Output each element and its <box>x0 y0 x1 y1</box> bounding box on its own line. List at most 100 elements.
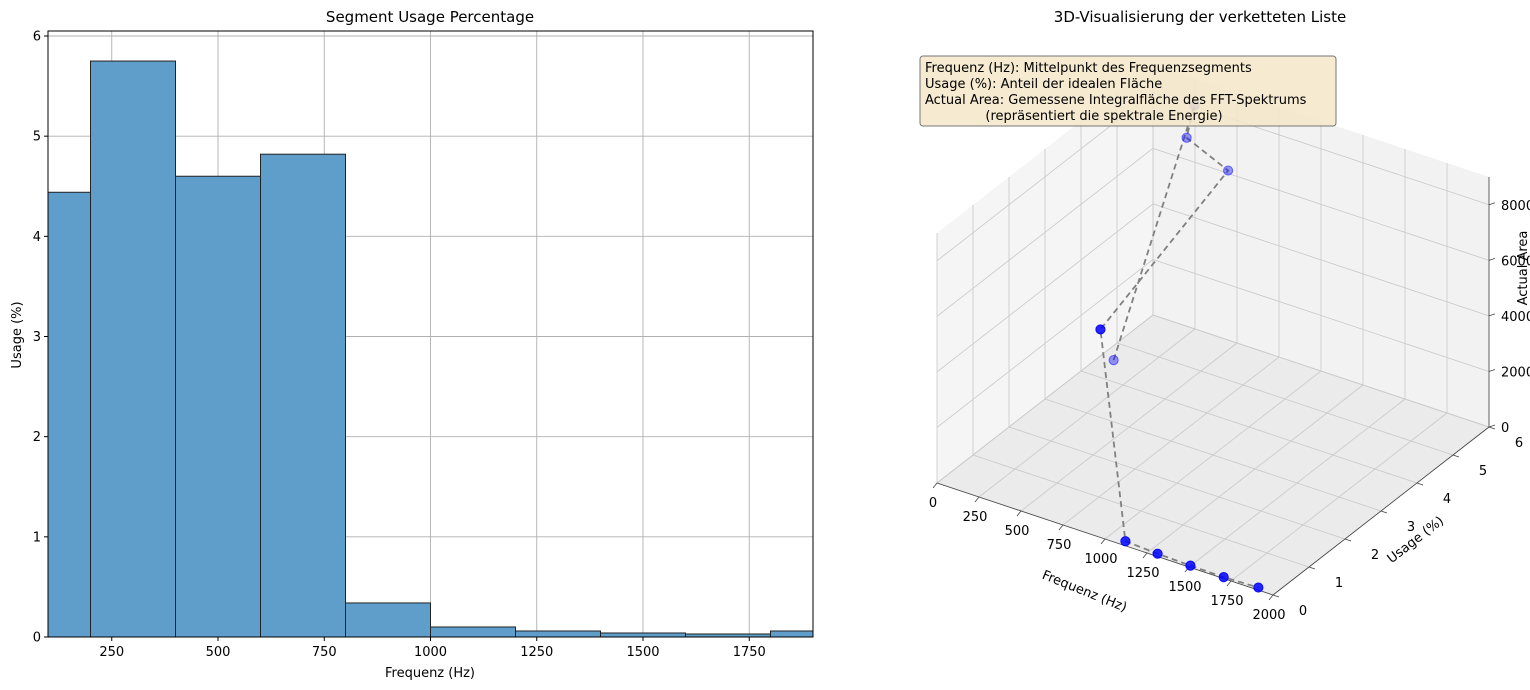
bar <box>260 153 346 637</box>
z-tick-label: 40000 <box>1501 310 1530 325</box>
z-tick <box>1488 369 1496 372</box>
x-tick-label: 1750 <box>1210 594 1243 609</box>
annotation-line: Usage (%): Anteil der idealen Fläche <box>925 77 1162 92</box>
x-tick <box>1268 594 1274 601</box>
x-tick <box>1100 538 1106 545</box>
y-tick-label: 4 <box>33 230 41 245</box>
data-point <box>1152 548 1163 559</box>
y-tick <box>1488 426 1496 430</box>
scatter3d-chart: 3D-Visualisierung der verketteten Liste … <box>919 8 1530 623</box>
histogram-chart: Segment Usage Percentage 250 500 750 1000 12… <box>10 8 814 681</box>
bar <box>175 175 261 637</box>
z-tick-label: 80000 <box>1501 199 1530 214</box>
y-tick-label: 3 <box>33 330 41 345</box>
annotation-line: Actual Area: Gemessene Integralfläche de… <box>925 93 1307 108</box>
grid-line <box>1152 259 1490 372</box>
y-tick <box>1272 594 1280 598</box>
annotation-box: Frequenz (Hz): Mittelpunkt des Frequenzs… <box>919 55 1337 127</box>
y-ticks: 0 1 2 3 4 5 6 <box>33 30 48 646</box>
data-point <box>1223 165 1234 176</box>
x-axis-label: Frequenz (Hz) <box>385 666 475 681</box>
x-tick <box>1016 510 1022 517</box>
data-point <box>1218 572 1229 583</box>
y-tick-label: 6 <box>33 30 41 45</box>
y-tick-label: 2 <box>33 430 41 445</box>
y-tick-label: 5 <box>33 130 41 145</box>
grid-line <box>972 454 1310 568</box>
y-tick-label: 0 <box>1299 604 1307 619</box>
chart-title: Segment Usage Percentage <box>326 8 534 26</box>
grid-line <box>1152 203 1490 317</box>
y-tick-label: 5 <box>1479 464 1487 479</box>
grid-line <box>936 203 1154 373</box>
y-tick-label: 3 <box>1407 520 1415 535</box>
y-axis-label: Usage (%) <box>1385 514 1447 567</box>
bar <box>345 602 431 637</box>
data-point <box>1108 355 1119 366</box>
grid-line <box>1080 370 1418 484</box>
z-tick <box>1488 424 1496 428</box>
x-axis-label: Frequenz (Hz) <box>1040 568 1129 616</box>
z-tick <box>1488 202 1496 206</box>
y-tick-label: 1 <box>33 530 41 545</box>
grid <box>936 65 1490 596</box>
data-point <box>1095 324 1106 335</box>
grid-line <box>1116 342 1454 456</box>
bar <box>600 632 686 637</box>
annotation-background <box>919 55 1337 127</box>
data-point <box>1185 560 1196 571</box>
x-tick <box>1142 552 1148 559</box>
x-tick-label: 500 <box>1005 524 1030 539</box>
y-tick-label: 2 <box>1371 548 1379 563</box>
chart-title: 3D-Visualisierung der verketteten Liste <box>1054 8 1346 26</box>
x-tick-label: 0 <box>929 496 937 511</box>
bar <box>770 630 813 637</box>
x-tick <box>974 496 980 503</box>
x-tick-label: 750 <box>1047 538 1072 553</box>
bars <box>48 60 813 637</box>
z-tick-label: 60000 <box>1501 254 1530 269</box>
y-tick-label: 6 <box>1515 436 1523 451</box>
bar-group <box>48 60 813 637</box>
z-tick <box>1488 313 1496 317</box>
bar <box>90 60 176 637</box>
annotation-line: (repräsentiert die spektrale Energie) <box>985 109 1222 124</box>
y-tick <box>1308 566 1316 570</box>
panes <box>937 65 1489 595</box>
grid-line <box>1008 426 1346 540</box>
y-tick-label: 1 <box>1335 576 1343 591</box>
x-tick-label: 1250 <box>520 645 553 660</box>
z-tick <box>1488 257 1496 261</box>
x-tick-label: 1750 <box>733 645 766 660</box>
y-tick-label: 0 <box>33 631 41 646</box>
x-tick-label: 1250 <box>1126 566 1159 581</box>
bar <box>430 626 516 637</box>
x-tick-label: 500 <box>206 645 231 660</box>
annotation-line: Frequenz (Hz): Mittelpunkt des Frequenzs… <box>925 61 1252 76</box>
z-tick-label: 0 <box>1501 421 1509 436</box>
x-tick <box>1226 580 1232 587</box>
x-tick-label: 1500 <box>1168 580 1201 595</box>
bar <box>48 191 91 637</box>
x-ticks: 250 500 750 1000 1250 1500 1750 <box>99 637 766 660</box>
grid-line <box>1152 314 1490 428</box>
bar <box>515 630 601 637</box>
y-tick <box>1452 454 1460 458</box>
x-tick-label: 2000 <box>1252 608 1285 623</box>
x-tick <box>1058 524 1064 531</box>
y-tick <box>1344 538 1352 542</box>
data-point <box>1253 582 1264 593</box>
y-tick-label: 4 <box>1443 492 1451 507</box>
x-tick-label: 1500 <box>626 645 659 660</box>
y-tick <box>1380 510 1388 514</box>
x-tick-label: 1000 <box>414 645 447 660</box>
x-tick <box>932 482 938 489</box>
grid-line <box>936 314 1154 484</box>
data-point <box>1120 536 1131 547</box>
y-tick <box>1416 482 1424 486</box>
x-tick-label: 250 <box>963 510 988 525</box>
x-tick-label: 1000 <box>1084 552 1117 567</box>
